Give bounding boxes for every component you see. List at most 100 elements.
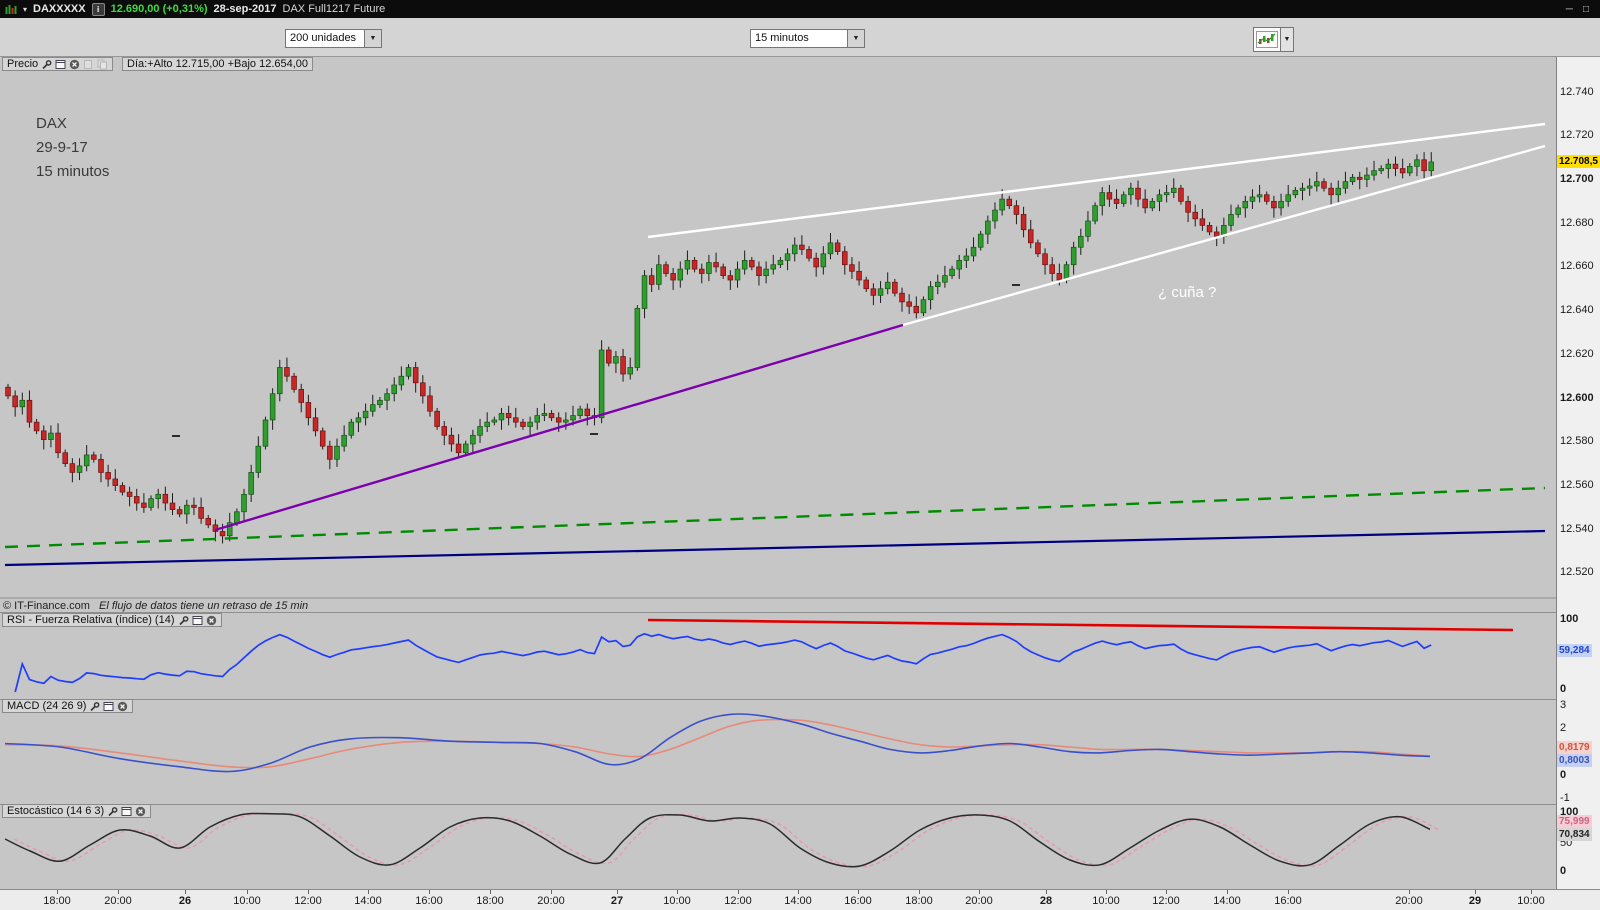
maximize-button[interactable]: □ xyxy=(1582,3,1589,15)
price-axis-label: 12.640 xyxy=(1560,304,1594,317)
macd-axis-label: -1 xyxy=(1560,791,1570,804)
time-axis-label: 20:00 xyxy=(104,895,132,907)
window-icon[interactable] xyxy=(103,701,114,712)
time-axis-label: 10:00 xyxy=(233,895,261,907)
time-axis-label: 16:00 xyxy=(415,895,443,907)
time-axis-tick xyxy=(979,890,980,894)
stoch-value-tag: 70,834 xyxy=(1557,827,1592,841)
price-axis-label: 12.700 xyxy=(1560,172,1594,185)
time-axis-tick xyxy=(1531,890,1532,894)
info-icon[interactable]: i xyxy=(91,2,105,16)
rsi-value-tag: 59,284 xyxy=(1557,643,1592,657)
duplicate-icon[interactable] xyxy=(97,59,108,70)
stochastic-panel-tab[interactable]: Estocástico (14 6 3) xyxy=(2,804,152,818)
chart-style-dropdown-arrow[interactable]: ▼ xyxy=(1280,28,1293,51)
close-icon[interactable] xyxy=(206,615,217,626)
time-axis-label: 27 xyxy=(610,895,624,907)
wrench-icon[interactable] xyxy=(41,59,52,70)
time-axis-tick xyxy=(368,890,369,894)
macd-panel-tab[interactable]: MACD (24 26 9) xyxy=(2,699,134,713)
time-axis-label: 28 xyxy=(1039,895,1053,907)
window-icon[interactable] xyxy=(55,59,66,70)
close-icon[interactable] xyxy=(135,806,146,817)
time-axis-label: 14:00 xyxy=(784,895,812,907)
window-icon[interactable] xyxy=(121,806,132,817)
timeframe-value: 15 minutos xyxy=(755,32,809,44)
time-axis-tick xyxy=(1106,890,1107,894)
stoch-k-line xyxy=(4,812,1431,868)
time-axis-tick xyxy=(57,890,58,894)
price-axis-label: 12.740 xyxy=(1560,85,1594,98)
time-axis-label: 14:00 xyxy=(354,895,382,907)
wrench-icon[interactable] xyxy=(89,701,100,712)
copyright-strip: © IT-Finance.com El flujo de datos tiene… xyxy=(3,600,308,612)
date-label: 28-sep-2017 xyxy=(213,3,277,15)
macd-tab-label: MACD (24 26 9) xyxy=(7,700,87,712)
time-axis-label: 29 xyxy=(1468,895,1482,907)
instrument-label: DAX Full1217 Future xyxy=(282,3,386,15)
rsi-panel-tab[interactable]: RSI - Fuerza Relativa (índice) (14) xyxy=(2,613,222,627)
time-axis-tick xyxy=(429,890,430,894)
time-axis-label: 12:00 xyxy=(724,895,752,907)
timeframe-dropdown[interactable]: 15 minutos ▼ xyxy=(750,29,865,48)
price-panel-tab[interactable]: Precio xyxy=(2,57,114,71)
price-axis-label: 12.600 xyxy=(1560,391,1594,404)
price-axis-label: 12.720 xyxy=(1560,129,1594,142)
price-axis-label: 12.520 xyxy=(1560,566,1594,579)
stoch-axis-label: 0 xyxy=(1560,864,1567,877)
units-dropdown[interactable]: 200 unidades ▼ xyxy=(285,29,382,48)
green-dashed-line[interactable] xyxy=(4,486,1546,549)
time-axis-label: 10:00 xyxy=(1092,895,1120,907)
close-icon[interactable] xyxy=(69,59,80,70)
dropdown-arrow-icon[interactable]: ▼ xyxy=(364,30,381,47)
rsi-tab-label: RSI - Fuerza Relativa (índice) (14) xyxy=(7,614,175,626)
minimize-button[interactable]: ─ xyxy=(1565,3,1573,15)
price-axis-label: 12.580 xyxy=(1560,435,1594,448)
window-icon[interactable] xyxy=(192,615,203,626)
rsi-trendline[interactable] xyxy=(647,618,1514,632)
chart-area: Precio Día:+Alto 12.715,00 +Bajo 12.654,… xyxy=(0,57,1600,910)
watermark-timeframe: 15 minutos xyxy=(36,163,110,180)
macd-axis-label: 0 xyxy=(1560,768,1567,781)
price-axis-label: 12.660 xyxy=(1560,260,1594,273)
units-value: 200 unidades xyxy=(290,32,357,44)
quote-label: 12.690,00 (+0,31%) xyxy=(110,3,208,15)
wedge-upper-line[interactable] xyxy=(647,122,1546,239)
time-axis-tick xyxy=(1046,890,1047,894)
time-axis-tick xyxy=(185,890,186,894)
macd-axis-label: 3 xyxy=(1560,698,1567,711)
chart-style-button[interactable]: ▼ xyxy=(1253,27,1294,52)
time-axis-tick xyxy=(798,890,799,894)
price-axis-label: 12.560 xyxy=(1560,479,1594,492)
time-axis-label: 18:00 xyxy=(43,895,71,907)
time-axis-tick xyxy=(738,890,739,894)
time-axis-label: 26 xyxy=(178,895,192,907)
time-axis-label: 10:00 xyxy=(663,895,691,907)
time-axis-tick xyxy=(551,890,552,894)
purple-trendline[interactable] xyxy=(214,323,904,532)
chevron-down-icon[interactable]: ▾ xyxy=(23,4,28,14)
navy-line[interactable] xyxy=(4,529,1546,567)
day-stats-label: Día:+Alto 12.715,00 +Bajo 12.654,00 xyxy=(127,58,309,70)
time-axis-tick xyxy=(858,890,859,894)
time-axis-label: 20:00 xyxy=(537,895,565,907)
dropdown-arrow-icon[interactable]: ▼ xyxy=(847,30,864,47)
price-axis-label: 12.540 xyxy=(1560,522,1594,535)
rsi-axis-label: 0 xyxy=(1560,682,1567,695)
time-axis-tick xyxy=(490,890,491,894)
stoch-d-line xyxy=(13,812,1439,868)
copy-icon[interactable] xyxy=(83,59,94,70)
wrench-icon[interactable] xyxy=(178,615,189,626)
time-axis-tick xyxy=(118,890,119,894)
wedge-lower-line[interactable] xyxy=(902,144,1546,327)
price-chart-canvas[interactable] xyxy=(0,57,1556,888)
time-axis-label: 20:00 xyxy=(965,895,993,907)
time-axis-tick xyxy=(1227,890,1228,894)
time-axis-tick xyxy=(677,890,678,894)
time-axis-label: 12:00 xyxy=(294,895,322,907)
close-icon[interactable] xyxy=(117,701,128,712)
time-axis-label: 18:00 xyxy=(905,895,933,907)
wrench-icon[interactable] xyxy=(107,806,118,817)
time-axis-label: 10:00 xyxy=(1517,895,1545,907)
